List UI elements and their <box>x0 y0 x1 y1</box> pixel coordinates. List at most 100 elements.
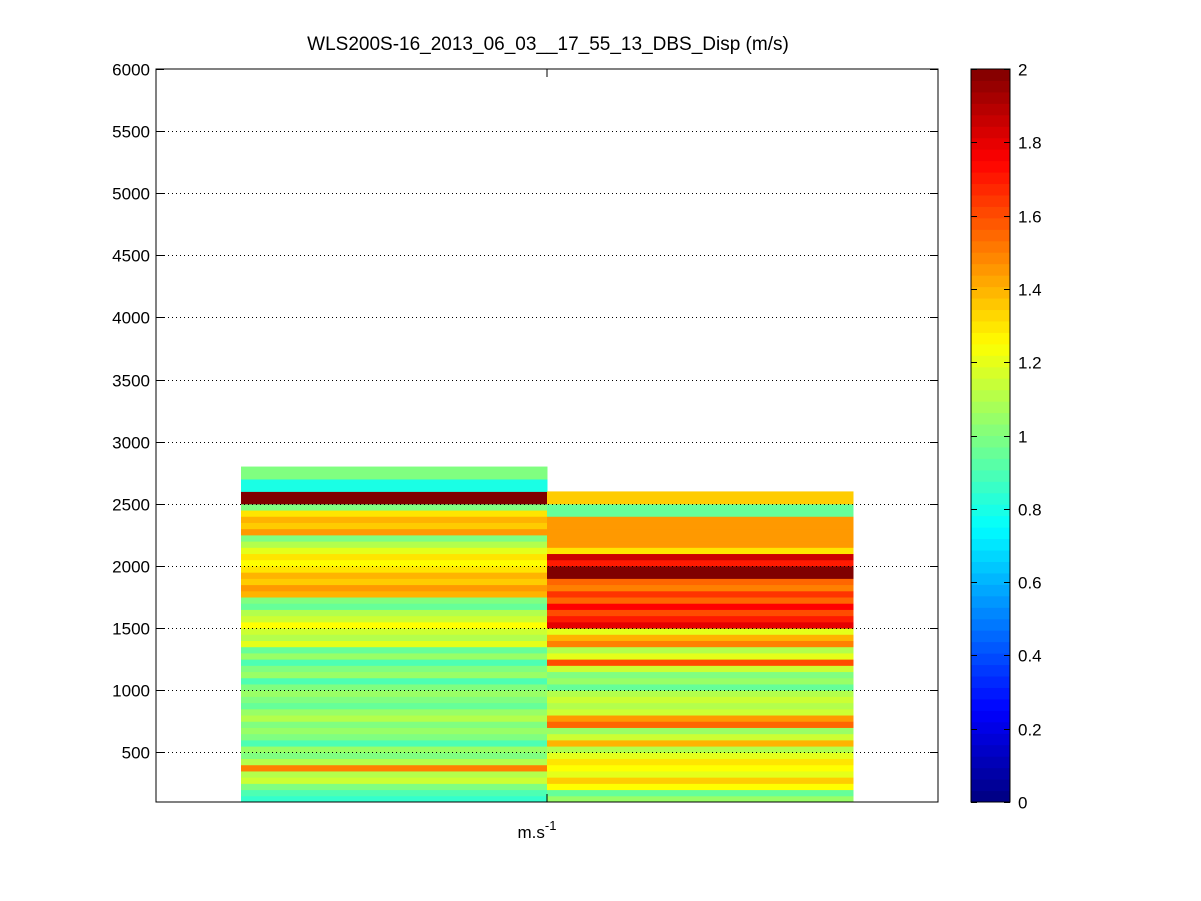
heatmap-cell <box>547 615 854 623</box>
heatmap-cell <box>547 553 854 561</box>
colorbar-band <box>971 790 1010 803</box>
heatmap-cell <box>547 758 854 766</box>
heatmap-cell <box>241 652 548 660</box>
y-tick-label: 5500 <box>112 123 150 142</box>
heatmap-cell <box>241 522 548 530</box>
colorbar-tick-label: 1 <box>1018 428 1027 447</box>
colorbar-tick-label: 1.6 <box>1018 208 1042 227</box>
heatmap-cell <box>241 503 548 511</box>
heatmap-cell <box>547 677 854 685</box>
y-tick-label: 2500 <box>112 496 150 515</box>
heatmap-cell <box>547 702 854 710</box>
colorbar-band <box>971 275 1010 288</box>
heatmap-cell <box>241 665 548 673</box>
heatmap-cell <box>547 590 854 598</box>
colorbar-band <box>971 435 1010 448</box>
heatmap-cell <box>547 528 854 536</box>
colorbar-band <box>971 469 1010 482</box>
colorbar-band <box>971 343 1010 356</box>
heatmap-cell <box>241 628 548 635</box>
colorbar-band <box>971 332 1010 345</box>
x-axis: m.s-1 <box>518 69 557 842</box>
heatmap-cell <box>241 721 548 728</box>
heatmap-cell <box>241 491 548 499</box>
colorbar-band <box>971 172 1010 185</box>
heatmap-cell <box>241 553 548 561</box>
chart-title: WLS200S-16_2013_06_03__17_55_13_DBS_Disp… <box>307 34 789 55</box>
colorbar-band <box>971 676 1010 688</box>
y-tick-label: 4500 <box>112 247 150 266</box>
heatmap-cell <box>241 690 548 697</box>
colorbar-band <box>971 446 1010 459</box>
heatmap-cell <box>241 597 548 604</box>
colorbar-band <box>971 630 1010 643</box>
heatmap-cell <box>241 590 548 598</box>
heatmap-cell <box>547 659 854 666</box>
colorbar-tick-label: 1.2 <box>1018 354 1042 373</box>
colorbar-band <box>971 183 1010 196</box>
heatmap-cell <box>241 715 548 722</box>
colorbar-band <box>971 160 1010 173</box>
heatmap-cell <box>547 516 854 523</box>
heatmap-cell <box>547 497 854 505</box>
heatmap-cell <box>547 646 854 654</box>
heatmap-cell <box>547 665 854 673</box>
colorbar-band <box>971 137 1010 150</box>
heatmap-cell <box>547 640 854 648</box>
heatmap-cell <box>241 708 548 716</box>
colorbar-band <box>971 412 1010 425</box>
colorbar-band <box>971 550 1010 562</box>
heatmap-cell <box>241 534 548 542</box>
heatmap-cell <box>241 696 548 704</box>
colorbar-band <box>971 504 1010 517</box>
colorbar-band <box>971 80 1010 93</box>
heatmap-cell <box>547 522 854 530</box>
colorbar-band <box>971 320 1010 333</box>
colorbar: 0 0.2 0.4 0.6 0.8 1 1.2 1.4 1.6 1.8 2 <box>970 61 1042 813</box>
heatmap-cell <box>547 559 854 567</box>
colorbar-band <box>971 217 1010 230</box>
colorbar-band <box>971 298 1010 311</box>
colorbar-band <box>971 538 1010 551</box>
colorbar-band <box>971 458 1010 471</box>
colorbar-band <box>971 710 1010 723</box>
colorbar-band <box>971 687 1010 700</box>
y-tick-label: 3500 <box>112 372 150 391</box>
heatmap-cell <box>547 770 854 778</box>
heatmap-cell <box>241 565 548 573</box>
heatmap-cell <box>547 534 854 542</box>
colorbar-band <box>971 733 1010 746</box>
x-tick-label-base: m.s <box>518 823 545 842</box>
colorbar-tick-label: 0.6 <box>1018 574 1042 593</box>
heatmap-cell <box>547 503 854 511</box>
colorbar-band <box>971 401 1010 414</box>
heatmap-cell <box>241 640 548 648</box>
heatmap-cell <box>547 752 854 760</box>
colorbar-band <box>971 698 1010 711</box>
heatmap-cell <box>241 789 548 797</box>
heatmap-cell <box>547 746 854 753</box>
heatmap-cell <box>241 764 548 772</box>
heatmap-cell <box>241 733 548 741</box>
heatmap-cell <box>547 690 854 697</box>
colorbar-tick-label: 0.2 <box>1018 721 1042 740</box>
heatmap-cell <box>241 621 548 629</box>
heatmap-cell <box>547 597 854 604</box>
y-tick-label: 6000 <box>112 61 150 80</box>
heatmap-cell <box>241 646 548 654</box>
colorbar-band <box>971 779 1010 792</box>
colorbar-band <box>971 366 1010 379</box>
heatmap-cell <box>547 578 854 586</box>
colorbar-tick-label: 0.4 <box>1018 647 1042 666</box>
x-tick-label-superscript: -1 <box>545 818 557 833</box>
heatmap-cell <box>241 634 548 641</box>
heatmap-cell <box>241 702 548 710</box>
y-tick-label: 1500 <box>112 620 150 639</box>
colorbar-band <box>971 572 1010 585</box>
colorbar-tick-label: 0 <box>1018 794 1027 813</box>
x-tick-label: m.s-1 <box>518 818 557 842</box>
colorbar-band <box>971 595 1010 608</box>
colorbar-band <box>971 389 1010 402</box>
heatmap-cell <box>547 628 854 635</box>
heatmap-cell <box>241 671 548 679</box>
